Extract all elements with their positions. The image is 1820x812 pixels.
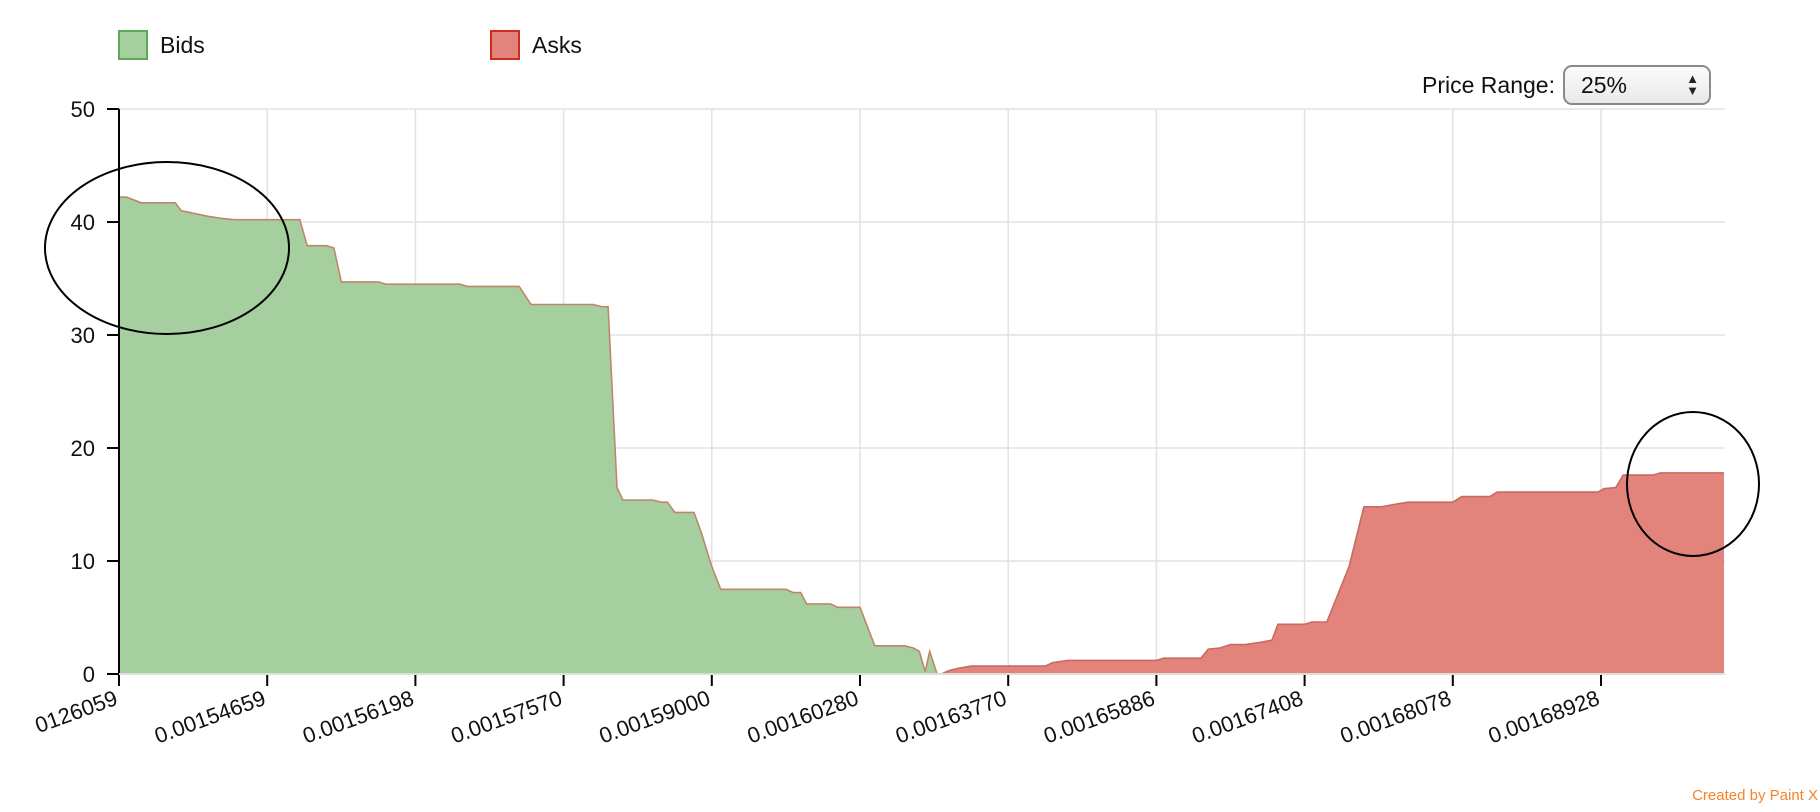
asks-swatch	[490, 30, 520, 60]
x-tick-label: 0126059	[32, 685, 121, 738]
price-range-value: 25%	[1580, 71, 1628, 98]
x-tick-label: 0.00160280	[744, 685, 862, 748]
series-areas	[119, 196, 1725, 675]
x-tick-label: 0.00159000	[596, 685, 714, 748]
bids-swatch	[118, 30, 148, 60]
highlight-ellipse-bids	[44, 161, 290, 335]
y-tick-label: 0	[83, 662, 95, 687]
legend-item-bids[interactable]: Bids	[118, 30, 205, 60]
y-tick-label: 50	[71, 97, 95, 122]
x-tick-label: 0.00154659	[151, 685, 269, 748]
credit-text: Created by Paint X	[1692, 787, 1818, 804]
x-tick-label: 0.00156198	[299, 685, 417, 748]
y-tick-label: 40	[71, 210, 95, 235]
bids-legend-label: Bids	[160, 31, 205, 58]
price-range-select[interactable]: 25% ▲ ▼	[1562, 65, 1711, 105]
y-tick-label: 20	[71, 436, 95, 461]
x-tick-label: 0.00165886	[1040, 685, 1158, 748]
price-range-control: Price Range: 25% ▲ ▼	[1422, 64, 1711, 106]
y-tick-label: 10	[71, 549, 95, 574]
select-arrows-icon: ▲ ▼	[1686, 71, 1699, 98]
annotations	[44, 161, 1760, 557]
highlight-ellipse-asks	[1626, 411, 1760, 557]
legend-item-asks[interactable]: Asks	[490, 30, 582, 60]
x-tick-label: 0.00163770	[892, 685, 1010, 748]
price-range-label: Price Range:	[1422, 71, 1555, 98]
asks-legend-label: Asks	[532, 31, 582, 58]
line-bids	[119, 196, 938, 675]
legend: Bids Asks	[118, 30, 718, 70]
area-asks	[941, 472, 1725, 674]
x-tick-label: 0.00168078	[1337, 685, 1455, 748]
y-tick-label: 30	[71, 323, 95, 348]
x-tick-label: 0.00157570	[448, 685, 566, 748]
x-tick-label: 0.00167408	[1189, 685, 1307, 748]
area-bids	[119, 197, 938, 674]
x-tick-label: 0.00168928	[1485, 685, 1603, 748]
line-asks	[941, 472, 1724, 675]
